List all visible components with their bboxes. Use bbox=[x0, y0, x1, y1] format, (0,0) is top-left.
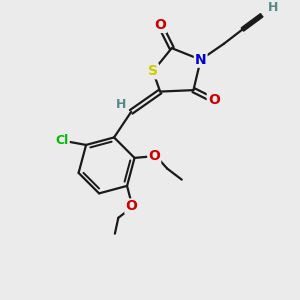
Text: H: H bbox=[268, 1, 278, 14]
Text: H: H bbox=[116, 98, 126, 111]
Text: Cl: Cl bbox=[56, 134, 69, 147]
Text: O: O bbox=[208, 93, 220, 107]
Text: O: O bbox=[148, 149, 160, 164]
Text: S: S bbox=[148, 64, 158, 78]
Text: N: N bbox=[195, 53, 206, 67]
Text: O: O bbox=[125, 200, 137, 213]
Text: O: O bbox=[154, 18, 166, 32]
